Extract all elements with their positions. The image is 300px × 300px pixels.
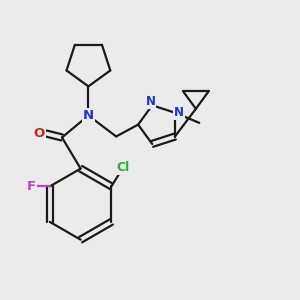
Text: N: N <box>83 109 94 122</box>
Text: N: N <box>146 95 155 108</box>
Text: Cl: Cl <box>117 161 130 174</box>
Text: N: N <box>174 106 184 119</box>
Text: O: O <box>33 127 45 140</box>
Text: F: F <box>27 180 36 193</box>
